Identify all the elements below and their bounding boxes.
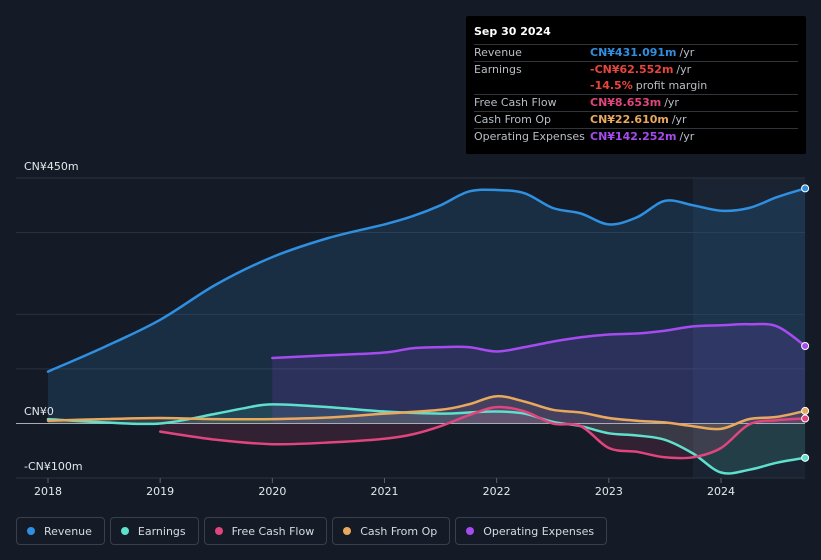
y-label-top: CN¥450m xyxy=(24,160,79,173)
legend-operating-expenses[interactable]: Operating Expenses xyxy=(455,517,608,545)
tooltip-unit: /yr xyxy=(676,63,692,76)
legend-dot-icon xyxy=(466,527,475,535)
tooltip-value: CN¥142.252m xyxy=(590,130,677,143)
x-tick-label-2020: 2020 xyxy=(258,485,286,498)
y-label-zero: CN¥0 xyxy=(24,405,54,418)
tooltip-label: Earnings xyxy=(474,63,522,76)
tooltip-unit: /yr xyxy=(679,130,695,143)
tooltip-row-earnings: Earnings -CN¥62.552m /yr xyxy=(474,61,798,78)
area-earnings xyxy=(48,404,806,474)
area-opex xyxy=(272,323,806,424)
x-tick-label-2018: 2018 xyxy=(34,485,62,498)
end-marker-opex xyxy=(801,342,810,350)
legend-earnings[interactable]: Earnings xyxy=(109,517,199,545)
end-marker-revenue xyxy=(801,184,810,193)
legend-dot-icon xyxy=(27,527,35,535)
gridlines xyxy=(16,177,805,479)
tooltip-label: Operating Expenses xyxy=(474,130,585,143)
line-earnings xyxy=(46,403,807,475)
y-label-bottom: -CN¥100m xyxy=(24,460,83,473)
tooltip-row-margin: -14.5% profit margin xyxy=(474,78,798,94)
tooltip-row-fcf: Free Cash Flow CN¥8.653m /yr xyxy=(474,94,798,111)
legend: Revenue Earnings Free Cash Flow Cash Fro… xyxy=(16,517,608,545)
legend-dot-icon xyxy=(343,527,352,535)
tooltip-label: Revenue xyxy=(474,46,522,59)
series-lines xyxy=(46,187,807,475)
x-tick-label-2022: 2022 xyxy=(483,485,511,498)
legend-label: Earnings xyxy=(137,524,186,538)
tooltip-row-cfo: Cash From Op CN¥22.610m /yr xyxy=(474,111,798,128)
tooltip-value: CN¥22.610m xyxy=(590,113,669,126)
tooltip-value: -CN¥62.552m xyxy=(590,63,674,76)
legend-label: Revenue xyxy=(44,524,92,538)
end-marker-fcf xyxy=(801,414,810,423)
tooltip-unit: /yr xyxy=(671,113,687,126)
tooltip-row-revenue: Revenue CN¥431.091m /yr xyxy=(474,44,798,61)
area-revenue xyxy=(48,188,806,424)
x-tick-label-2019: 2019 xyxy=(146,485,174,498)
legend-cash-from-op[interactable]: Cash From Op xyxy=(332,517,451,545)
legend-revenue[interactable]: Revenue xyxy=(16,517,105,545)
tooltip-label xyxy=(474,78,590,94)
legend-label: Cash From Op xyxy=(360,524,438,538)
line-revenue xyxy=(46,187,807,373)
tooltip-value: -14.5% xyxy=(590,79,633,92)
tooltip-label: Free Cash Flow xyxy=(474,96,557,109)
series-end-markers xyxy=(801,184,810,462)
line-cfo xyxy=(46,394,807,431)
tooltip-value: CN¥8.653m xyxy=(590,96,662,109)
end-marker-earnings xyxy=(801,453,810,462)
tooltip: Sep 30 2024 Revenue CN¥431.091m /yr Earn… xyxy=(466,16,806,154)
tooltip-value: CN¥431.091m xyxy=(590,46,677,59)
y-axis-labels: CN¥450m CN¥0 -CN¥100m xyxy=(24,160,83,473)
tooltip-label: Cash From Op xyxy=(474,113,552,126)
area-fcf xyxy=(160,407,806,459)
legend-free-cash-flow[interactable]: Free Cash Flow xyxy=(203,517,328,545)
x-axis-ticks: 2018 2019 2020 2021 2022 2023 2024 xyxy=(34,478,735,498)
line-opex xyxy=(271,322,807,360)
tooltip-unit: /yr xyxy=(679,46,695,59)
legend-label: Operating Expenses xyxy=(483,524,595,538)
x-tick-label-2024: 2024 xyxy=(707,485,735,498)
legend-dot-icon xyxy=(120,527,129,535)
x-tick-label-2023: 2023 xyxy=(595,485,623,498)
tooltip-unit: /yr xyxy=(664,96,679,109)
legend-dot-icon xyxy=(214,527,223,535)
line-fcf xyxy=(158,405,807,460)
x-tick-label-2021: 2021 xyxy=(371,485,399,498)
legend-label: Free Cash Flow xyxy=(231,524,315,538)
chart: CN¥450m CN¥0 -CN¥100m 2018 2019 2020 2021 20… xyxy=(16,160,810,498)
tooltip-date: Sep 30 2024 xyxy=(474,25,551,38)
tooltip-unit: profit margin xyxy=(635,79,708,92)
end-marker-cfo xyxy=(801,406,810,415)
tooltip-row-opex: Operating Expenses CN¥142.252m /yr xyxy=(474,128,798,145)
